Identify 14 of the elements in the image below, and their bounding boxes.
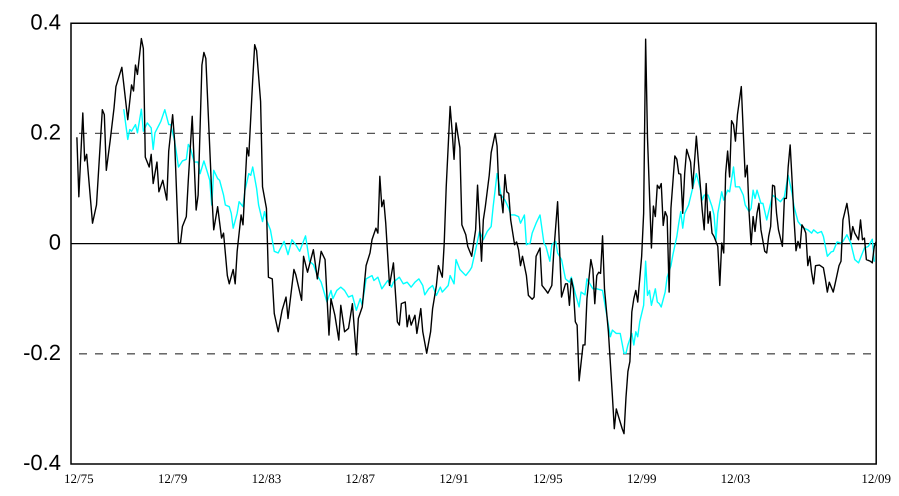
y-tick-label: -0.2 [23, 340, 61, 365]
x-tick-label: 12/75 [64, 471, 94, 486]
x-tick-label: 12/99 [626, 471, 656, 486]
x-tick-label: 12/91 [439, 471, 469, 486]
x-tick-label: 12/87 [345, 471, 376, 486]
x-tick-label: 12/03 [720, 471, 750, 486]
x-tick-label: 12/83 [252, 471, 282, 486]
x-tick-label: 12/79 [158, 471, 188, 486]
y-tick-label: 0 [48, 230, 61, 255]
y-tick-label: 0.2 [30, 119, 61, 144]
y-tick-label: -0.4 [23, 450, 61, 476]
y-tick-label: 0.4 [30, 9, 61, 34]
x-tick-label: 12/95 [533, 471, 563, 486]
x-tick-label: 12/09 [861, 471, 892, 486]
